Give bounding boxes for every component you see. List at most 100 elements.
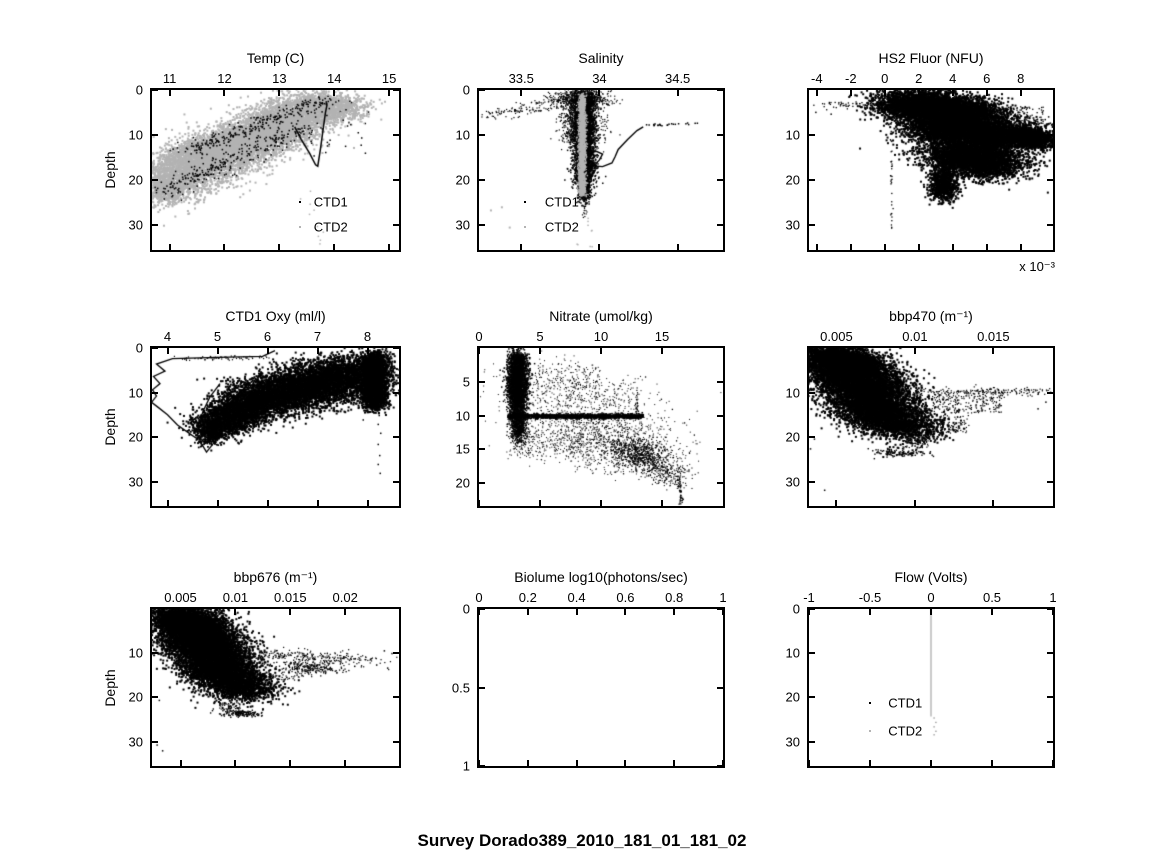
y-tick-label: 10: [128, 127, 143, 143]
x-tick-mark: [913, 348, 916, 354]
x-tick-label: 2: [915, 71, 923, 86]
y-tick-mark: [1047, 134, 1053, 137]
legend-marker-ctd2: [524, 225, 527, 228]
y-tick-label: 1: [462, 758, 470, 774]
x-tick-mark: [234, 609, 237, 615]
x-tick-mark: [992, 500, 995, 506]
x-tick-mark: [849, 90, 852, 96]
x-tick-mark: [179, 760, 182, 766]
x-tick-label: 11: [162, 71, 177, 86]
y-tick-label: 10: [128, 385, 143, 400]
y-tick-mark: [479, 380, 485, 383]
y-tick-mark: [809, 696, 815, 699]
x-tick-mark: [216, 500, 219, 506]
y-tick-mark: [479, 89, 485, 91]
y-tick-mark: [393, 436, 399, 438]
x-tick-mark: [366, 500, 369, 506]
bbp470-title: bbp470 (m⁻¹): [889, 308, 973, 324]
legend-marker-ctd2: [869, 729, 871, 732]
y-tick-mark: [152, 347, 158, 349]
y-tick-label: 20: [128, 172, 143, 188]
x-tick-label: 33.5: [508, 71, 534, 86]
x-tick-mark: [598, 90, 601, 96]
x-tick-mark: [539, 500, 541, 506]
x-tick-label: -4: [811, 71, 823, 86]
legend-label-ctd1: CTD1: [544, 194, 579, 210]
x-tick-mark: [808, 760, 810, 766]
x-tick-mark: [676, 90, 679, 96]
x-tick-mark: [526, 760, 529, 766]
x-tick-mark: [1019, 90, 1022, 96]
x-tick-mark: [676, 244, 679, 250]
x-tick-label: -2: [845, 71, 857, 86]
y-tick-mark: [152, 696, 158, 699]
plot-flow: -1 -0.5 0 0.5 1 0 10 20 30 Flow (Volts) CTD1 CTD2: [786, 570, 1057, 768]
y-tick-label: 0: [462, 601, 470, 617]
x-tick-mark: [223, 90, 226, 96]
y-tick-mark: [809, 740, 815, 743]
x-tick-mark: [234, 760, 237, 766]
x-tick-label: 0.015: [274, 590, 307, 605]
x-tick-mark: [289, 760, 292, 766]
x-tick-mark: [951, 90, 954, 96]
x-tick-mark: [333, 244, 336, 250]
x-tick-mark: [849, 244, 852, 250]
temp-scatter-canvas: [152, 90, 399, 250]
x-tick-mark: [316, 348, 319, 354]
y-tick-label: 10: [455, 408, 470, 424]
x-tick-label: 0.015: [977, 329, 1010, 344]
x-tick-mark: [316, 500, 319, 506]
x-tick-label: 13: [272, 71, 287, 86]
x-tick-mark: [991, 609, 993, 615]
salinity-scatter-canvas: [479, 90, 723, 250]
y-tick-mark: [809, 224, 815, 227]
x-tick-mark: [266, 348, 269, 354]
ctd1-oxy-title: CTD1 Oxy (ml/l): [225, 308, 326, 324]
x-tick-label: 8: [1017, 71, 1025, 86]
y-tick-label: 20: [128, 429, 143, 445]
x-tick-label: 5: [213, 329, 222, 344]
y-tick-label: 0: [135, 340, 143, 356]
y-tick-mark: [717, 224, 723, 227]
y-tick-mark: [393, 134, 399, 137]
x-tick-mark: [930, 609, 932, 615]
x-tick-mark: [624, 760, 627, 766]
x-tick-mark: [1052, 760, 1054, 766]
x-tick-label: 0: [927, 590, 935, 605]
x-tick-mark: [815, 90, 818, 96]
y-tick-label: 20: [128, 689, 143, 705]
y-tick-label: 20: [785, 689, 800, 705]
x-tick-mark: [478, 348, 480, 354]
y-tick-mark: [393, 224, 399, 227]
x-tick-label: 0.4: [567, 590, 586, 605]
x-tick-label: 0: [881, 71, 889, 86]
x-tick-label: -0.5: [858, 590, 882, 605]
y-tick-mark: [1047, 480, 1053, 483]
y-tick-mark: [1047, 652, 1053, 655]
x-tick-label: 0.01: [222, 590, 249, 605]
legend-marker-ctd1: [869, 702, 871, 705]
x-tick-mark: [539, 348, 541, 354]
x-tick-mark: [991, 760, 993, 766]
y-tick-mark: [1047, 436, 1053, 438]
x-tick-mark: [168, 244, 171, 250]
y-tick-label: 20: [455, 475, 470, 491]
x-tick-mark: [179, 609, 182, 615]
y-tick-mark: [152, 89, 158, 91]
x-tick-label: -1: [803, 590, 815, 605]
y-tick-mark: [152, 134, 158, 137]
legend-label-ctd2: CTD2: [888, 723, 923, 739]
y-tick-mark: [1047, 391, 1053, 394]
y-tick-mark: [809, 436, 815, 438]
x-tick-label: 0: [475, 590, 483, 605]
y-tick-mark: [152, 480, 158, 483]
x-tick-mark: [526, 609, 529, 615]
y-tick-label: 20: [785, 172, 800, 188]
y-tick-mark: [479, 482, 485, 485]
x-tick-mark: [673, 760, 676, 766]
x-tick-label: 0.005: [820, 329, 853, 344]
y-tick-mark: [717, 765, 723, 767]
legend-label-ctd2: CTD2: [544, 219, 579, 235]
x-tick-label: 34: [592, 71, 607, 86]
